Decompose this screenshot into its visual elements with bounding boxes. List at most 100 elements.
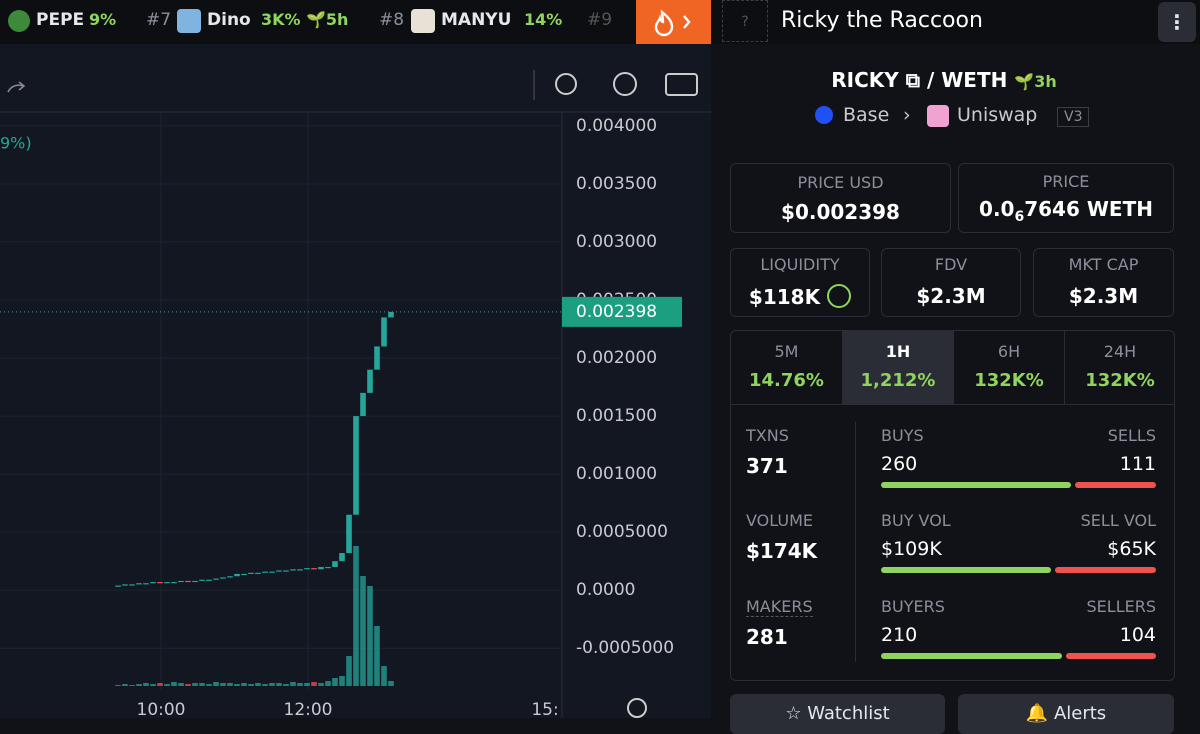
volume-bar <box>269 683 275 686</box>
period-label: 1H <box>885 342 911 361</box>
candle-body <box>143 583 149 585</box>
menu-button[interactable]: ⋮ <box>1158 2 1196 42</box>
candle-body <box>164 582 170 584</box>
sell-value: 104 <box>1119 624 1156 646</box>
dex[interactable]: Uniswap <box>957 104 1038 126</box>
value: $118K <box>748 285 821 309</box>
candle-body <box>199 579 205 581</box>
ticker-change: 3K% <box>261 10 301 29</box>
price-card: PRICE 0.067646 WETH <box>958 163 1174 233</box>
alert-icon[interactable] <box>555 73 577 95</box>
candle-body <box>360 392 366 417</box>
value: $2.3M <box>916 284 986 308</box>
ticker-change: 9% <box>89 10 117 29</box>
price-label-bg <box>562 296 682 327</box>
stat-value: 281 <box>746 625 788 649</box>
volume-bar <box>353 546 359 686</box>
candle-body <box>381 317 387 347</box>
volume-bar <box>220 683 226 686</box>
candle-body <box>353 416 359 515</box>
period-change: 132K% <box>974 370 1044 391</box>
volume-bar <box>248 684 254 686</box>
candle-body <box>115 585 121 587</box>
label: PRICE <box>1042 172 1090 191</box>
axis-settings-icon[interactable] <box>627 698 647 718</box>
label: FDV <box>934 255 968 274</box>
y-tick-label: 0.002000 <box>576 348 657 368</box>
volume-bar <box>318 683 324 686</box>
candle-body <box>157 582 163 584</box>
watchlist-button[interactable]: ☆ Watchlist <box>730 694 945 734</box>
ticker-age: 🌱5h <box>306 10 349 29</box>
volume-bar <box>213 682 219 686</box>
sell-value: $65K <box>1107 538 1156 560</box>
candle-body <box>388 311 394 318</box>
period-tab[interactable]: 24H 132K% <box>1064 331 1175 404</box>
snapshot-icon[interactable] <box>665 73 698 96</box>
volume-bar <box>171 682 177 686</box>
chain[interactable]: Base <box>843 104 890 126</box>
volume-bar <box>115 685 121 686</box>
candle-body <box>213 578 219 580</box>
buy-bar <box>881 482 1071 488</box>
buy-label: BUYS <box>881 426 924 445</box>
candle-body <box>325 566 331 569</box>
ticker-name[interactable]: PEPE <box>36 10 85 30</box>
pepe-icon <box>8 10 30 32</box>
token-title: Ricky the Raccoon <box>781 8 983 33</box>
period-tab[interactable]: 5M 14.76% <box>731 331 842 404</box>
sell-label: SELLERS <box>1086 597 1156 616</box>
volume-bar <box>185 684 191 686</box>
volume-bar <box>143 683 149 686</box>
candle-body <box>178 580 184 583</box>
candle-body <box>374 346 380 370</box>
period-tab[interactable]: 1H 1,212% <box>842 331 953 404</box>
redo-icon[interactable] <box>7 81 26 93</box>
value: $2.3M <box>1068 284 1139 308</box>
candle-body <box>255 572 261 574</box>
volume-bar <box>276 683 282 686</box>
x-tick-label: 15: <box>531 700 558 718</box>
sell-bar <box>1066 653 1156 659</box>
stat-label: VOLUME <box>746 511 813 530</box>
buy-value: 260 <box>881 453 918 475</box>
alerts-button[interactable]: 🔔 Alerts <box>958 694 1174 734</box>
buy-label: BUY VOL <box>881 511 951 530</box>
trending-button[interactable] <box>636 0 711 44</box>
ticker-name[interactable]: MANYU <box>441 10 512 30</box>
settings-icon[interactable] <box>613 72 637 96</box>
volume-bar <box>290 682 296 686</box>
candle-body <box>171 582 177 584</box>
period-tab[interactable]: 6H 132K% <box>953 331 1064 404</box>
price-zeros: 6 <box>1014 209 1025 225</box>
volume-bar <box>178 683 184 686</box>
activity-box <box>730 330 1175 681</box>
token-image: ? <box>722 0 768 42</box>
stat-label: MAKERS <box>746 597 813 617</box>
candle-body <box>129 584 135 586</box>
age-text: 3h <box>1034 72 1057 91</box>
volume-bar <box>346 656 352 686</box>
dex-icon <box>927 105 949 127</box>
pair-row: RICKY ⧉ / WETH 🌱3h <box>831 68 1057 92</box>
fire-icon <box>654 9 691 37</box>
sell-label: SELLS <box>1107 426 1156 445</box>
volume-bar <box>199 683 205 686</box>
y-tick-label: 0.0005000 <box>576 522 668 542</box>
sell-value: 111 <box>1119 453 1156 475</box>
ticker-name[interactable]: Dino <box>207 10 251 30</box>
ticker-rank: #8 <box>379 10 405 30</box>
label: Watchlist <box>807 703 890 724</box>
candle-body <box>185 580 191 583</box>
quote: WETH <box>941 68 1008 92</box>
candle-body <box>276 570 282 572</box>
y-tick-label: -0.0005000 <box>576 638 674 658</box>
age: 5h <box>325 10 349 29</box>
x-tick-label: 12:00 <box>284 700 333 718</box>
divider <box>855 422 856 662</box>
period-change: 132K% <box>1085 370 1155 391</box>
volume-bar <box>164 684 170 686</box>
candle-body <box>220 577 226 579</box>
buy-value: 210 <box>881 624 918 646</box>
candle-body <box>206 579 212 581</box>
